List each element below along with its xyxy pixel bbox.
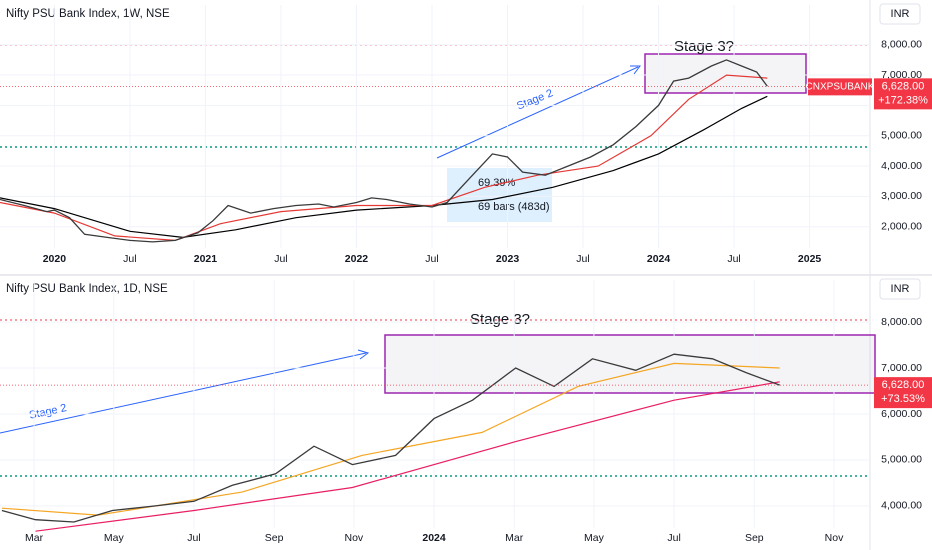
x-tick-label: Jul [576,253,589,265]
x-tick-label: 2025 [798,253,822,265]
price-line [0,95,768,239]
trend-arrow [436,66,639,159]
y-tick-label: 3,000.00 [881,190,922,202]
x-tick-label: Sep [265,532,284,544]
price-line [0,74,768,242]
price-line [35,381,780,532]
price-tag [874,78,932,110]
chart-title: Nifty PSU Bank Index, 1W, NSE [6,8,170,20]
annotation: Stage 2 [515,87,555,112]
x-tick-label: Jul [425,253,438,265]
price-line [1,362,780,516]
price-tag-change: +73.53% [881,393,925,405]
x-tick-label: Jul [187,532,200,544]
x-tick-label: Jul [274,253,287,265]
chart-title: Nifty PSU Bank Index, 1D, NSE [6,283,168,295]
x-tick-label: 2021 [194,253,218,265]
x-tick-label: 2024 [647,253,671,265]
symbol-tag [808,78,872,96]
x-tick-label: May [584,532,605,544]
currency[interactable]: INR [891,283,910,295]
y-tick-label: 8,000.00 [881,39,922,51]
x-tick-label: 2023 [496,253,520,265]
currency-button[interactable] [879,3,921,25]
y-tick-label: 5,000.00 [881,130,922,142]
price-line [0,59,768,243]
currency[interactable]: INR [891,8,910,20]
annotation: 69 bars (483d) [478,201,550,213]
x-tick-label: Nov [825,532,844,544]
x-tick-label: Jul [727,253,740,265]
price-tag-change: +172.38% [878,94,928,106]
price-tag-label: 6,628.00 [882,379,925,391]
price-tag-label: 6,628.00 [882,80,925,92]
y-tick-label: 2,000.00 [881,221,922,233]
y-tick-label: 5,000.00 [881,454,922,466]
x-tick-label: Jul [667,532,680,544]
x-tick-label: Nov [345,532,364,544]
annotation: 69.39% [478,177,516,189]
y-tick-label: 4,000.00 [881,500,922,512]
annotation: Stage 3? [470,311,530,328]
x-tick-label: 2022 [345,253,369,265]
x-tick-label: Sep [745,532,764,544]
y-tick-label: 6,000.00 [881,408,922,420]
x-tick-label: 2024 [422,532,446,544]
x-tick-label: Jul [123,253,136,265]
arrow-head [630,65,641,75]
symbol-label: CNXPSUBANK [806,81,875,92]
range-box [384,334,876,394]
x-tick-label: 2020 [43,253,67,265]
x-tick-label: Mar [505,532,524,544]
y-tick-label: 7,000.00 [881,362,922,374]
x-tick-label: Mar [25,532,44,544]
x-tick-label: May [104,532,125,544]
annotation: Stage 3? [674,38,734,55]
y-tick-label: 4,000.00 [881,160,922,172]
trend-arrow [0,352,367,434]
currency-button[interactable] [879,278,921,300]
arrow-head [357,349,370,360]
price-tag [874,377,932,409]
y-tick-label: 8,000.00 [881,316,922,328]
price-line [1,353,780,523]
measure-box [447,168,552,222]
y-tick-label: 7,000.00 [881,69,922,81]
